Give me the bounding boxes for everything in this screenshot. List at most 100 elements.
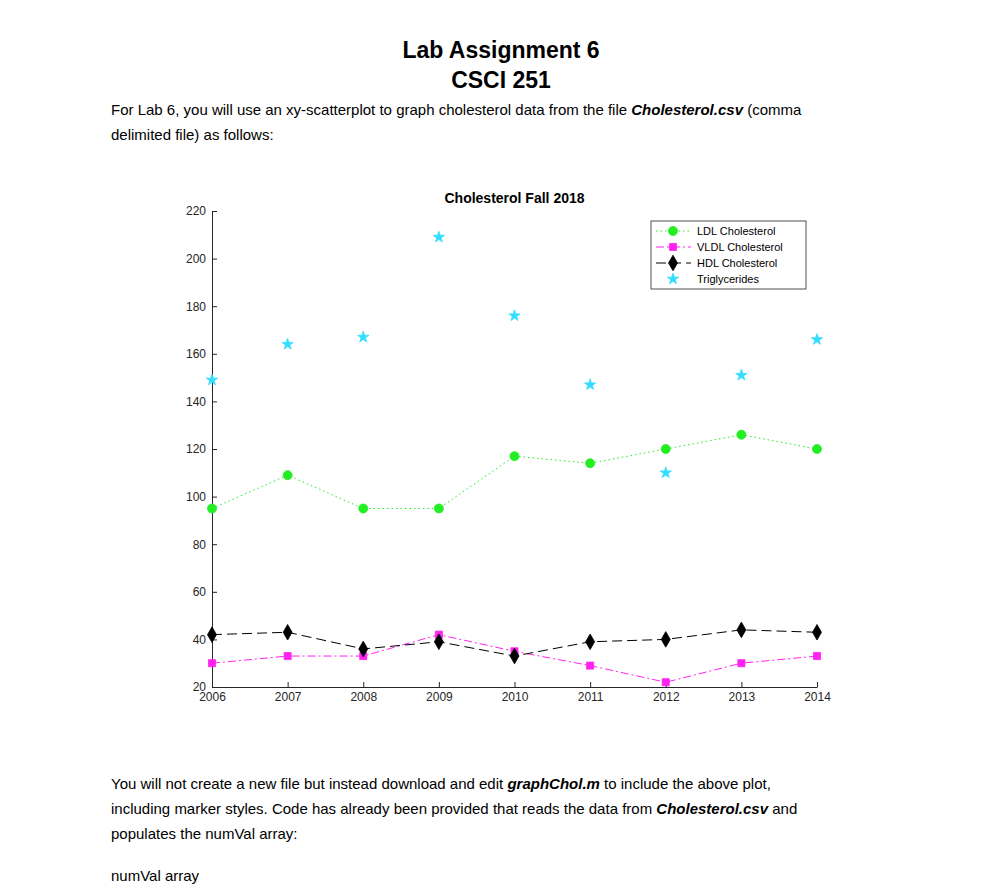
tick-mark [817, 682, 818, 687]
data-point [284, 653, 291, 660]
text-run: including marker styles. Code has alread… [111, 800, 656, 817]
tick-label: 60 [193, 585, 207, 599]
data-point [283, 471, 292, 480]
tick-label: 2013 [729, 690, 756, 704]
tick-mark [212, 592, 217, 593]
chart-title: Cholesterol Fall 2018 [444, 190, 584, 206]
text-run: graphChol.m [506, 775, 600, 792]
data-point [282, 338, 293, 349]
data-point [586, 459, 595, 468]
tick-label: 140 [186, 395, 206, 409]
tick-mark [741, 682, 742, 687]
data-point [812, 444, 821, 453]
chart: Cholesterol Fall 20182040608010012014016… [186, 190, 831, 704]
legend-item: Triglycerides [667, 273, 759, 285]
legend-marker [667, 273, 678, 284]
legend-label: HDL Cholesterol [697, 257, 777, 269]
tick-label: 160 [186, 347, 206, 361]
tick: 2011 [578, 682, 604, 704]
tick-label: 2007 [275, 690, 302, 704]
tick-label: 120 [186, 442, 206, 456]
data-point [433, 231, 444, 242]
page: Lab Assignment 6 CSCI 251 For Lab 6, you w… [0, 0, 1003, 885]
page-title: Lab Assignment 6 [402, 37, 599, 63]
series-line [212, 435, 817, 509]
paragraph-line: populates the numVal array: [111, 825, 298, 842]
text-run: (comma [743, 101, 802, 118]
paragraph-line: delimited file) as follows: [111, 126, 274, 143]
data-point [661, 444, 670, 453]
data-point [510, 452, 519, 461]
tick: 220 [186, 204, 217, 218]
legend-label: VLDL Cholesterol [697, 241, 783, 253]
axis-line [213, 687, 818, 688]
tick: 2010 [502, 682, 529, 704]
tick-mark [212, 306, 217, 307]
data-point [206, 374, 217, 385]
legend-item: LDL Cholesterol [656, 225, 775, 237]
tick-mark [212, 259, 217, 260]
data-point [359, 641, 368, 657]
data-point [509, 310, 520, 321]
axis: 20406080100120140160180200220 [186, 204, 217, 694]
text-run: and [768, 800, 797, 817]
data-point [662, 679, 669, 686]
data-point [434, 634, 443, 650]
text-run: Cholesterol.csv [631, 101, 744, 118]
data-point [737, 622, 746, 638]
tick-mark [439, 682, 440, 687]
data-point [737, 430, 746, 439]
data-point [660, 467, 671, 478]
tick-label: 100 [186, 490, 206, 504]
tick: 100 [186, 490, 217, 504]
legend-marker [669, 255, 678, 271]
tick-mark [212, 449, 217, 450]
tick-mark [515, 682, 516, 687]
data-point [208, 627, 217, 643]
paragraph-line: For Lab 6, you will use an xy-scatterplo… [111, 101, 802, 118]
tick: 2013 [729, 682, 756, 704]
data-point [811, 334, 822, 345]
tick: 2009 [426, 682, 453, 704]
data-point [359, 504, 368, 513]
page-subtitle: CSCI 251 [451, 67, 551, 93]
legend: LDL Cholesterol VLDL Cholesterol HDL Chole… [651, 221, 806, 289]
plot-area [206, 231, 822, 686]
tick-mark [212, 354, 217, 355]
tick-label: 2012 [653, 690, 680, 704]
tick: 60 [193, 585, 217, 599]
text-run: to include the above plot, [600, 775, 771, 792]
text-run: You will not create a new file but inste… [111, 775, 507, 792]
tick-label: 2010 [502, 690, 529, 704]
tick: 180 [186, 300, 217, 314]
legend-marker [668, 226, 677, 235]
data-point [587, 662, 594, 669]
legend-marker [669, 243, 676, 250]
tick: 2007 [275, 682, 302, 704]
tick: 200 [186, 252, 217, 266]
data-point [738, 660, 745, 667]
tick-mark [363, 682, 364, 687]
tick-mark [212, 497, 217, 498]
tick-label: 220 [186, 204, 206, 218]
tick: 80 [193, 538, 217, 552]
text-run: delimited file) as follows: [111, 126, 274, 143]
paragraph-line: You will not create a new file but inste… [111, 775, 771, 792]
tick: 2014 [804, 682, 831, 704]
data-point [434, 504, 443, 513]
data-point [813, 653, 820, 660]
tick-label: 2009 [426, 690, 453, 704]
tick: 140 [186, 395, 217, 409]
data-point [586, 634, 595, 650]
data-point [584, 379, 595, 390]
tick-label: 180 [186, 300, 206, 314]
paragraph-line: numVal array [111, 867, 200, 884]
data-point [283, 624, 292, 640]
tick: 160 [186, 347, 217, 361]
text-run: populates the numVal array: [111, 825, 298, 842]
data-point [207, 504, 216, 513]
axis: 200620072008200920102011201220132014 [199, 682, 831, 704]
tick-label: 200 [186, 252, 206, 266]
tick-label: 2006 [199, 690, 226, 704]
data-point [736, 369, 747, 380]
